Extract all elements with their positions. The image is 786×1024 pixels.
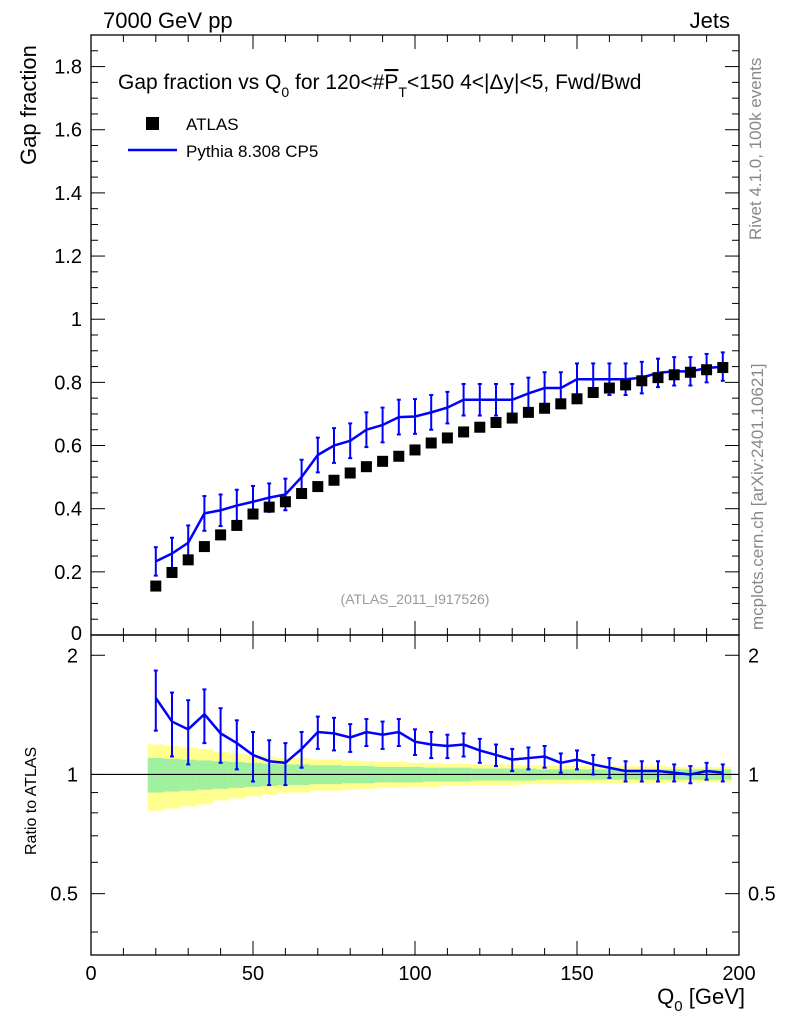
atlas-point: [182, 554, 194, 566]
ratio-band-inner: [163, 758, 181, 792]
atlas-point: [279, 496, 291, 508]
atlas-point: [652, 372, 664, 384]
ratio-tick-label: 2: [67, 645, 78, 667]
atlas-point: [377, 455, 389, 467]
atlas-point: [360, 461, 372, 473]
atlas-point: [506, 412, 518, 424]
atlas-point: [263, 501, 275, 513]
ratio-tick-label: 0.5: [50, 884, 78, 906]
atlas-point: [701, 364, 713, 376]
legend-pythia-label: Pythia 8.308 CP5: [186, 142, 318, 161]
y-tick-label: 1.6: [54, 120, 82, 142]
ratio-tick-label-right: 2: [748, 645, 759, 667]
atlas-point: [555, 398, 567, 410]
y-tick-label: 1.4: [54, 183, 82, 205]
y-tick-label: 0.4: [54, 499, 82, 521]
atlas-point: [296, 488, 308, 500]
ratio-tick-label: 1: [67, 764, 78, 786]
x-tick-label: 100: [398, 963, 431, 985]
atlas-point: [328, 474, 340, 486]
analysis-watermark: (ATLAS_2011_I917526): [341, 591, 490, 607]
ratio-axis-title: Ratio to ATLAS: [23, 747, 40, 855]
x-tick-label: 200: [722, 963, 755, 985]
uncertainty-bands: [91, 744, 739, 811]
x-tick-label: 0: [85, 963, 96, 985]
atlas-point: [603, 382, 615, 394]
atlas-point: [684, 366, 696, 378]
atlas-point: [458, 426, 470, 438]
atlas-point: [571, 393, 583, 405]
atlas-point: [539, 402, 551, 414]
axes-ticks: 0 50 100 150 200 0.2 0.4 0.6 0.8 1 1.2 1.4 1.6 1.8 0 0.…: [50, 34, 776, 985]
y-tick-label: 1.8: [54, 57, 82, 79]
source-label: mcplots.cern.ch [arXiv:2401.10621]: [748, 364, 767, 630]
chart-title: Gap fraction vs Q0 for 120<#PT<150 4<|Δy…: [118, 71, 641, 100]
y-tick-label: 1: [71, 309, 82, 331]
y-tick-label: 1.2: [54, 246, 82, 268]
atlas-point: [312, 481, 324, 493]
legend: ATLAS Pythia 8.308 CP5: [128, 115, 318, 161]
atlas-point: [474, 421, 486, 433]
y-tick-label: 0.8: [54, 372, 82, 394]
atlas-point: [198, 541, 210, 553]
atlas-point: [425, 437, 437, 449]
atlas-point: [344, 467, 356, 479]
data-series: [150, 351, 729, 787]
y-tick-label-zero: 0: [71, 623, 82, 645]
ratio-band-inner: [147, 758, 165, 793]
x-axis-title: Q0 [GeV]: [657, 984, 745, 1015]
atlas-point: [587, 386, 599, 398]
x-tick-label: 50: [242, 963, 264, 985]
x-tick-label: 150: [560, 963, 593, 985]
header-left-label: 7000 GeV pp: [103, 8, 233, 33]
y-tick-label: 0.2: [54, 562, 82, 584]
legend-atlas-marker: [146, 117, 159, 130]
atlas-point: [522, 406, 534, 418]
ratio-band-inner: [180, 759, 197, 791]
atlas-point: [409, 444, 421, 456]
ratio-plot-frame: [90, 634, 740, 956]
pythia-line: [155, 365, 723, 563]
atlas-point: [231, 519, 243, 531]
ratio-tick-label-right: 1: [748, 764, 759, 786]
y-axis-title: Gap fraction: [16, 45, 41, 165]
atlas-point: [393, 450, 405, 462]
atlas-point: [668, 369, 680, 381]
atlas-point: [166, 566, 178, 578]
header-right-label: Jets: [690, 8, 730, 33]
rivet-info-label: Rivet 4.1.0, 100k events: [746, 58, 765, 240]
ratio-band-inner: [196, 760, 213, 790]
atlas-point: [717, 362, 729, 374]
atlas-point: [490, 416, 502, 428]
atlas-point: [150, 580, 162, 592]
ratio-line: [154, 697, 723, 776]
legend-atlas-label: ATLAS: [186, 115, 239, 134]
atlas-point: [215, 529, 227, 541]
ratio-tick-label-right: 0.5: [748, 884, 776, 906]
atlas-point: [636, 375, 648, 387]
atlas-point: [620, 379, 632, 391]
atlas-point: [441, 432, 453, 444]
atlas-point: [247, 508, 259, 520]
y-tick-label: 0.6: [54, 436, 82, 458]
